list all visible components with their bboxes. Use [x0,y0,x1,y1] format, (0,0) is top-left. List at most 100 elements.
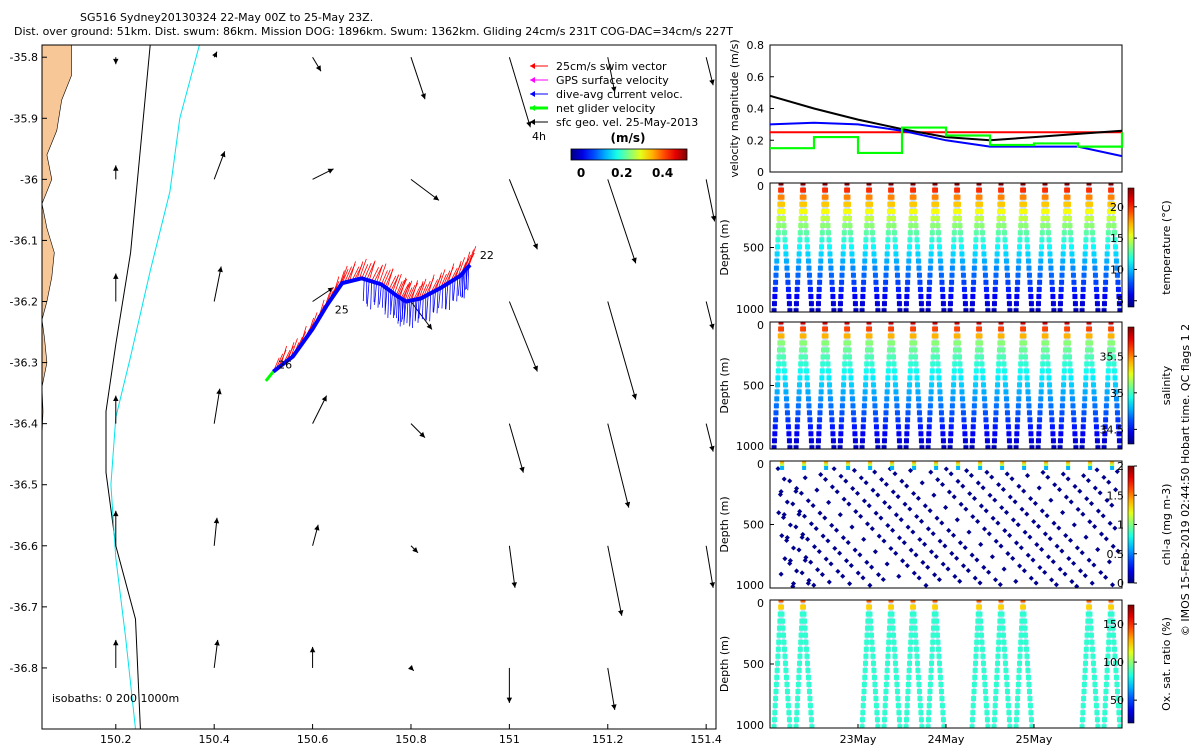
depth-tick-label: 500 [743,380,764,393]
chla-panel: 0 500 1000 Depth (m) 0 0.5 1 1.5 2 chl-a (mg m-3) [718,458,1173,592]
coastline-land [42,45,72,729]
colorbar-tick-label: 100 [1103,656,1124,669]
velocity-series-line [769,121,1123,158]
map-x-tick-label: 151.4 [690,733,722,746]
salinity-profile-markers [771,322,1122,449]
depth-tick-label: 500 [743,658,764,671]
map-y-tick-label: -36.2 [10,296,38,309]
colorbar-tick-label: 35 [1110,387,1124,400]
map-background [42,45,716,729]
colorbar-label: chl-a (mg m-3) [1160,484,1173,566]
geo-velocity-arrow [213,517,220,546]
figure-title: SG516 Sydney20130324 22-May 00Z to 25-Ma… [80,11,374,24]
legend-entry: GPS surface velocity [556,74,669,87]
isobath-1000m-line [110,45,200,729]
geo-velocity-arrow [410,423,426,438]
legend-entry: dive-avg current veloc. [556,88,683,101]
map-y-tick-label: -36.6 [10,540,38,553]
geo-velocity-arrow [312,168,334,180]
map-y-tick-label: -36.1 [10,234,38,247]
map-x-tick-label: 151.2 [592,733,624,746]
track-day-label: 25 [335,304,349,317]
colorbar-label: Ox. sat. ratio (%) [1160,617,1173,711]
colorbar-tick-label: 150 [1103,618,1124,631]
colorbar-title: (m/s) [611,131,646,145]
geo-velocity-arrow [113,510,119,546]
colorbar-tick-label: 35.5 [1100,350,1125,363]
oxygen-colorbar [1127,604,1135,724]
speed-colorbar: (m/s) 0 0.2 0.4 [570,131,688,180]
velocity-y-tick-label: 0.4 [747,103,765,116]
geo-velocity-arrow [113,639,119,668]
depth-axis-label: Depth (m) [718,357,731,413]
chla-colorbar [1127,465,1135,584]
figure-subtitle: Dist. over ground: 51km. Dist. swum: 86k… [14,25,733,38]
track-day-label: 26 [278,359,292,372]
geo-velocity-arrow [410,57,426,100]
map-x-tick-label: 150.8 [395,733,427,746]
velocity-y-tick-label: 0.8 [747,39,765,52]
date-tick-label: 24May [928,733,965,746]
geo-velocity-arrow [213,266,223,302]
copyright-side-label: © IMOS 15-Feb-2019 02:44:50 Hobart time.… [1179,324,1192,636]
depth-axis-label: Depth (m) [718,219,731,275]
depth-tick-label: 0 [757,319,764,332]
velocity-y-tick-label: 0 [757,166,764,179]
geo-velocity-arrow [607,667,617,711]
oxygen-profile-markers [771,600,1122,728]
velocity-series-line [770,126,1124,155]
colorbar-tick-label: 15 [1110,232,1124,245]
geo-velocity-arrow [309,646,316,668]
temperature-colorbar [1127,187,1135,308]
legend-note: 4h [532,130,546,143]
geo-velocity-arrow [607,423,631,508]
colorbar-tick-label: 0.5 [1107,548,1125,561]
geo-velocity-arrow [312,524,320,546]
geo-velocity-arrow [607,301,637,400]
geo-velocity-arrow [705,301,715,330]
geo-velocity-arrow [410,545,419,554]
temperature-profile-markers [771,183,1122,312]
isobath-200m-line [105,45,151,729]
map-y-tick-label: -35.9 [10,112,38,125]
velocity-y-tick-label: 0.2 [747,134,765,147]
depth-tick-label: 0 [757,458,764,471]
temperature-panel: 0 500 1000 Depth (m) 5 10 15 20 temperature (°C) [718,180,1173,316]
geo-velocity-arrow [410,178,440,201]
colorbar-tick-label: 34.5 [1100,423,1125,436]
depth-tick-label: 0 [757,180,764,193]
geo-velocity-arrow [213,388,222,424]
glider-track [264,246,477,382]
colorbar-label: temperature (°C) [1160,200,1173,294]
geo-velocity-arrow [705,57,715,86]
map-y-tick-label: -36.3 [10,357,38,370]
depth-tick-label: 1000 [736,440,764,453]
geo-velocity-arrow [508,545,517,588]
map-y-tick-label: -36.4 [10,418,38,431]
map-x-tick-label: 150.2 [100,733,132,746]
geo-velocity-arrow [113,165,119,180]
geo-velocity-arrow [212,51,218,58]
map-x-tick-label: 150.4 [198,733,230,746]
velocity-panel: 0 0.2 0.4 0.6 0.8 velocity magnitude (m/s) [728,39,1124,179]
depth-tick-label: 1000 [736,303,764,316]
colorbar-tick-label: 20 [1110,201,1124,214]
geo-velocity-arrow [508,423,525,473]
legend-entry: net glider velocity [556,102,656,115]
geo-velocity-arrow [607,545,624,616]
depth-tick-label: 500 [743,242,764,255]
velocity-y-tick-label: 0.6 [747,71,765,84]
map-frame [41,44,717,730]
map-x-tick-label: 151 [499,733,520,746]
geo-velocity-arrow [506,667,513,703]
map-y-tick-label: -36.5 [10,479,38,492]
geo-velocity-arrow [410,301,433,330]
date-tick-label: 23May [840,733,877,746]
geo-velocity-arrow [113,395,119,424]
map-y-tick-label: -36.7 [10,601,38,614]
colorbar-tick-label: 1 [1117,519,1124,532]
track-day-label: 22 [480,249,494,262]
velocity-y-axis-label: velocity magnitude (m/s) [728,39,741,177]
